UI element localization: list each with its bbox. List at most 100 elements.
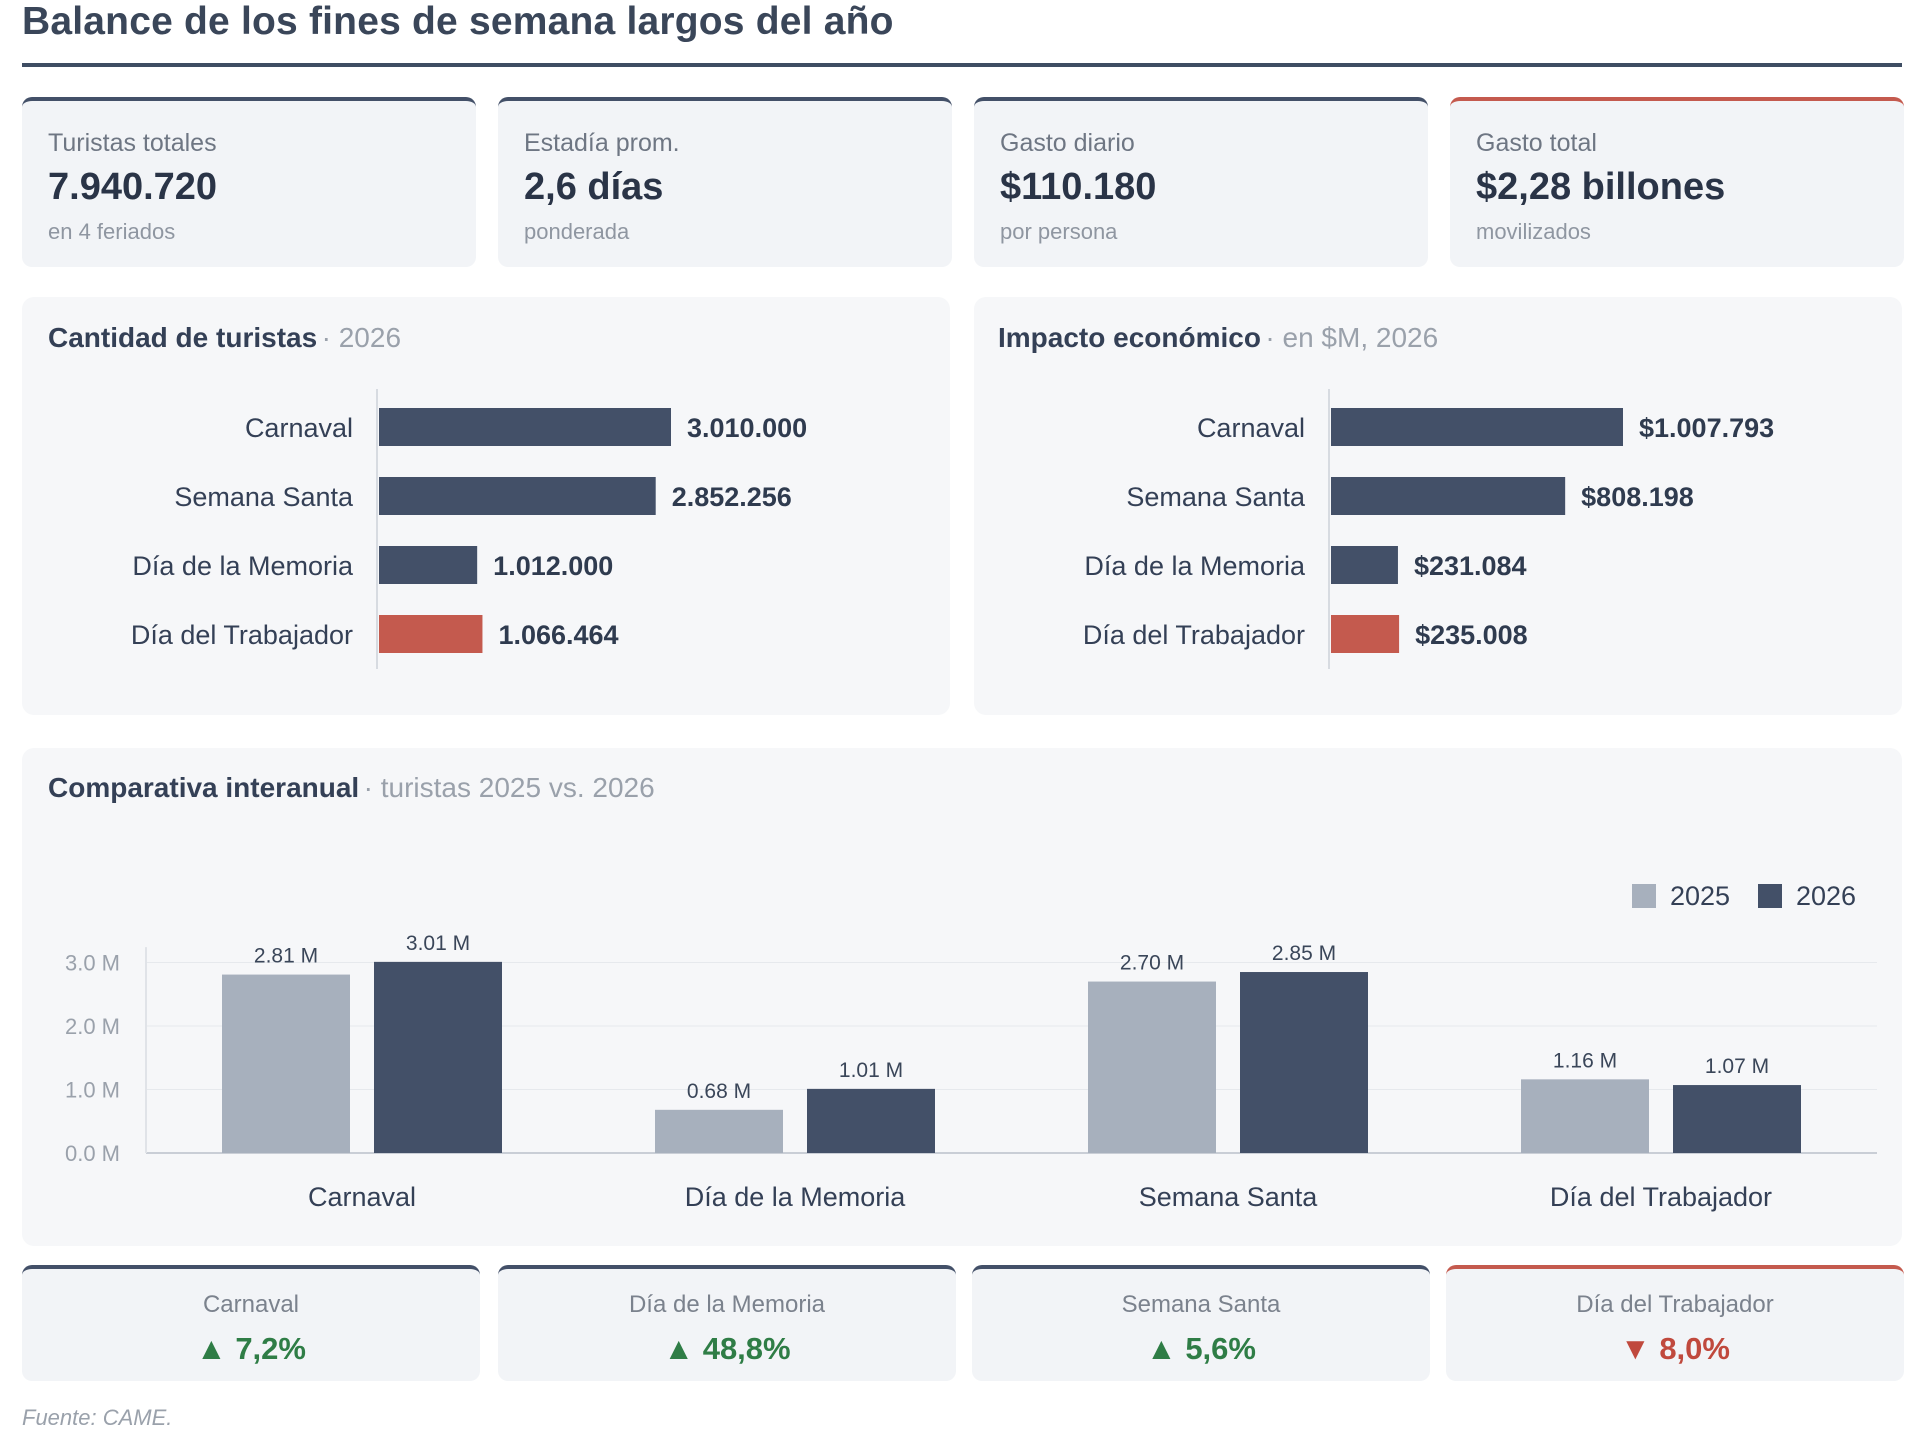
change-card-dia-memoria: Día de la Memoria ▲ 48,8% — [498, 1265, 956, 1381]
legend-label: 2026 — [1796, 881, 1856, 911]
arrow-up-icon: ▲ — [1146, 1331, 1177, 1366]
data-label: 2.81 M — [254, 945, 318, 968]
panel-title: Cantidad de turistas — [48, 322, 318, 353]
title-divider — [22, 63, 1902, 67]
bar — [1331, 408, 1623, 446]
panel-heading: Cantidad de turistas · 2026 — [48, 322, 401, 354]
data-label: 2.70 M — [1120, 952, 1184, 975]
value-label: 2.852.256 — [672, 482, 792, 512]
category-label: Semana Santa — [174, 482, 354, 512]
bar-2025 — [222, 974, 350, 1153]
change-card-dia-trabajador: Día del Trabajador ▼ 8,0% — [1446, 1265, 1904, 1381]
panel-heading: Impacto económico · en $M, 2026 — [998, 322, 1438, 354]
panel-title: Impacto económico — [998, 322, 1261, 353]
panel-subtitle: · turistas 2025 vs. 2026 — [363, 772, 655, 803]
kpi-label: Gasto diario — [1000, 129, 1135, 157]
kpi-label: Gasto total — [1476, 129, 1597, 157]
value-label: $808.198 — [1581, 482, 1694, 512]
arrow-up-icon: ▲ — [663, 1331, 695, 1366]
kpi-label: Estadía prom. — [524, 129, 680, 157]
arrow-down-icon: ▼ — [1620, 1331, 1651, 1366]
change-value: ▲ 5,6% — [972, 1331, 1430, 1367]
panel-title: Comparativa interanual — [48, 772, 360, 803]
comparativa-bar-chart: 0.0 M 1.0 M 2.0 M 3.0 M 2.81 M 3.01 M Carnaval… — [65, 881, 1877, 1212]
y-tick-label: 2.0 M — [65, 1014, 120, 1039]
data-label: 1.16 M — [1553, 1049, 1617, 1072]
bar — [1331, 477, 1566, 515]
change-label: Carnaval — [202, 1291, 300, 1318]
x-category-label: Día de la Memoria — [685, 1182, 907, 1212]
change-percent: 48,8% — [702, 1331, 791, 1366]
kpi-value: $2,28 billones — [1476, 166, 1726, 208]
category-label: Día de la Memoria — [1084, 551, 1306, 581]
bar-2026 — [807, 1088, 935, 1153]
y-tick-label: 1.0 M — [65, 1078, 120, 1103]
kpi-sub: ponderada — [524, 219, 630, 244]
change-value: ▲ 7,2% — [22, 1331, 480, 1367]
bar-2025 — [1088, 981, 1216, 1153]
panel-impacto-economico: Impacto económico · en $M, 2026 Carnaval… — [974, 297, 1902, 715]
change-card-carnaval: Carnaval ▲ 7,2% — [22, 1265, 480, 1381]
kpi-label: Turistas totales — [48, 129, 217, 157]
category-label: Carnaval — [245, 413, 353, 443]
kpi-value: $110.180 — [1000, 166, 1157, 208]
bar — [1331, 615, 1400, 653]
value-label: 3.010.000 — [687, 413, 807, 443]
change-value: ▼ 8,0% — [1446, 1331, 1904, 1367]
change-percent: 8,0% — [1659, 1331, 1730, 1366]
data-label: 3.01 M — [406, 932, 470, 955]
x-category-label: Semana Santa — [1139, 1182, 1319, 1212]
bar-2026 — [1240, 972, 1368, 1153]
change-label: Día del Trabajador — [1576, 1291, 1774, 1318]
category-label: Día del Trabajador — [131, 620, 353, 650]
change-percent: 5,6% — [1185, 1331, 1256, 1366]
y-tick-label: 3.0 M — [65, 951, 120, 976]
category-label: Día del Trabajador — [1083, 620, 1305, 650]
bar-2025 — [655, 1109, 783, 1153]
kpi-value: 2,6 días — [524, 166, 664, 208]
page-title: Balance de los fines de semana largos de… — [22, 0, 894, 43]
change-value: ▲ 48,8% — [498, 1331, 956, 1367]
kpi-sub: en 4 feriados — [48, 219, 176, 244]
panel-heading: Comparativa interanual · turistas 2025 v… — [48, 772, 655, 804]
bar-2025 — [1521, 1079, 1649, 1153]
panel-cantidad-turistas: Cantidad de turistas · 2026 Carnaval 3.01… — [22, 297, 950, 715]
y-tick-label: 0.0 M — [65, 1141, 120, 1166]
bar — [1331, 546, 1398, 584]
legend-swatch — [1632, 884, 1656, 908]
bar — [379, 615, 483, 653]
panel-comparativa-interanual: Comparativa interanual · turistas 2025 v… — [22, 748, 1902, 1246]
data-label: 1.07 M — [1705, 1055, 1769, 1078]
kpi-card-estadia: Estadía prom. 2,6 días ponderada — [498, 97, 952, 267]
change-label: Día de la Memoria — [628, 1291, 826, 1318]
kpi-card-gasto-diario: Gasto diario $110.180 por persona — [974, 97, 1428, 267]
arrow-up-icon: ▲ — [196, 1331, 227, 1366]
x-category-label: Carnaval — [308, 1182, 416, 1212]
category-label: Semana Santa — [1126, 482, 1306, 512]
value-label: $231.084 — [1414, 551, 1527, 581]
bar-2026 — [374, 961, 502, 1153]
category-label: Carnaval — [1197, 413, 1305, 443]
value-label: 1.066.464 — [498, 620, 618, 650]
impacto-bar-chart: Carnaval $1.007.793 Semana Santa $808.198 Dí… — [1083, 389, 1774, 669]
value-label: $1.007.793 — [1639, 413, 1774, 443]
panel-subtitle: · en $M, 2026 — [1265, 322, 1439, 353]
kpi-value: 7.940.720 — [48, 166, 218, 208]
value-label: $235.008 — [1415, 620, 1528, 650]
turistas-bar-chart: Carnaval 3.010.000 Semana Santa 2.852.256 Dí… — [131, 389, 807, 669]
data-label: 2.85 M — [1272, 942, 1336, 965]
value-label: 1.012.000 — [493, 551, 613, 581]
bar — [379, 546, 478, 584]
change-card-semana-santa: Semana Santa ▲ 5,6% — [972, 1265, 1430, 1381]
kpi-sub: por persona — [1000, 219, 1118, 244]
change-percent: 7,2% — [235, 1331, 306, 1366]
data-label: 1.01 M — [839, 1059, 903, 1082]
legend-label: 2025 — [1670, 881, 1730, 911]
bar — [379, 408, 671, 446]
legend-swatch — [1758, 884, 1782, 908]
x-category-label: Día del Trabajador — [1550, 1182, 1772, 1212]
panel-subtitle: · 2026 — [321, 322, 402, 353]
bar-2026 — [1673, 1085, 1801, 1153]
kpi-card-gasto-total: Gasto total $2,28 billones movilizados — [1450, 97, 1904, 267]
source-note: Fuente: CAME. — [22, 1405, 173, 1430]
